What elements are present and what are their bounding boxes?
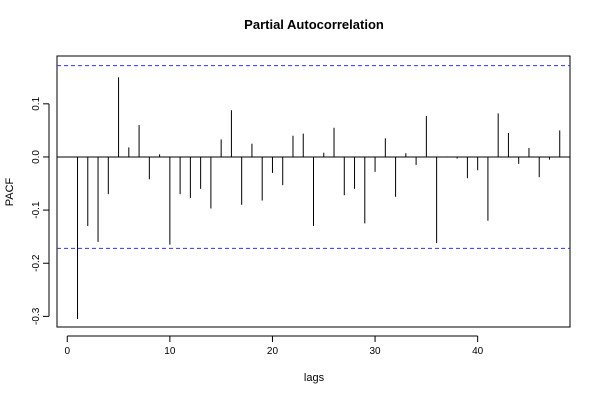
confidence-bounds [57, 65, 570, 249]
x-axis: 0 10 20 30 40 [64, 335, 484, 357]
x-tick-label: 0 [64, 346, 70, 357]
x-tick-label: 30 [369, 346, 381, 357]
chart-title: Partial Autocorrelation [244, 17, 384, 32]
y-axis-label: PACF [4, 177, 16, 206]
y-tick-label: -0.2 [31, 254, 42, 272]
pacf-bars [77, 77, 561, 320]
y-axis: -0.3 -0.2 -0.1 0.0 0.1 [31, 96, 50, 325]
plot-frame [56, 55, 571, 328]
y-tick-label: -0.3 [31, 307, 42, 325]
x-tick-label: 20 [267, 346, 279, 357]
y-tick-label: 0.1 [31, 96, 42, 110]
x-tick-label: 40 [472, 346, 484, 357]
x-tick-label: 10 [164, 346, 176, 357]
y-tick-label: 0.0 [31, 150, 42, 164]
x-axis-label: lags [304, 372, 325, 384]
y-tick-label: -0.1 [31, 201, 42, 219]
